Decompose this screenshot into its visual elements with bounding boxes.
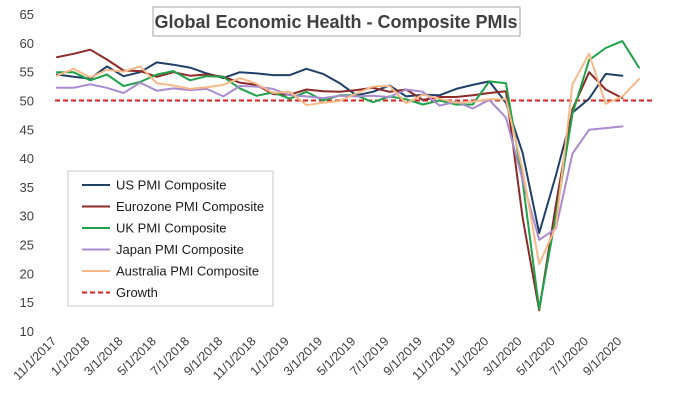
- y-tick-label: 30: [20, 209, 34, 224]
- legend-label: UK PMI Composite: [116, 221, 227, 236]
- chart-title: Global Economic Health - Composite PMIs: [154, 12, 517, 32]
- y-tick-label: 65: [20, 7, 34, 22]
- y-tick-label: 50: [20, 93, 34, 108]
- y-tick-label: 20: [20, 266, 34, 281]
- y-tick-label: 60: [20, 36, 34, 51]
- legend-label: Eurozone PMI Composite: [116, 199, 264, 214]
- series-line-1: [56, 61, 624, 234]
- legend-box: [67, 170, 274, 307]
- chart-title-box: Global Economic Health - Composite PMIs: [152, 6, 521, 37]
- legend-label: Australia PMI Composite: [116, 264, 259, 279]
- x-tick-label: 11/1/2017: [11, 334, 60, 383]
- series-lines: [56, 40, 640, 312]
- series-line-5: [56, 52, 640, 266]
- legend-label: Japan PMI Composite: [116, 242, 244, 257]
- y-tick-label: 45: [20, 122, 34, 137]
- y-tick-label: 40: [20, 151, 34, 166]
- series-line-2: [56, 48, 624, 312]
- legend: US PMI Composite Eurozone PMI Composite UK…: [67, 170, 274, 307]
- y-tick-label: 35: [20, 180, 34, 195]
- y-tick-label: 25: [20, 238, 34, 253]
- legend-label: Growth: [116, 285, 158, 300]
- y-tick-label: 15: [20, 295, 34, 310]
- y-tick-label: 10: [20, 324, 34, 339]
- y-axis: 10 15 20 25 30 35 40 45 50 55 60 65: [20, 7, 34, 339]
- x-axis: 11/1/20171/1/20183/1/20185/1/20187/1/201…: [11, 334, 625, 383]
- y-tick-label: 55: [20, 65, 34, 80]
- legend-label: US PMI Composite: [116, 178, 227, 193]
